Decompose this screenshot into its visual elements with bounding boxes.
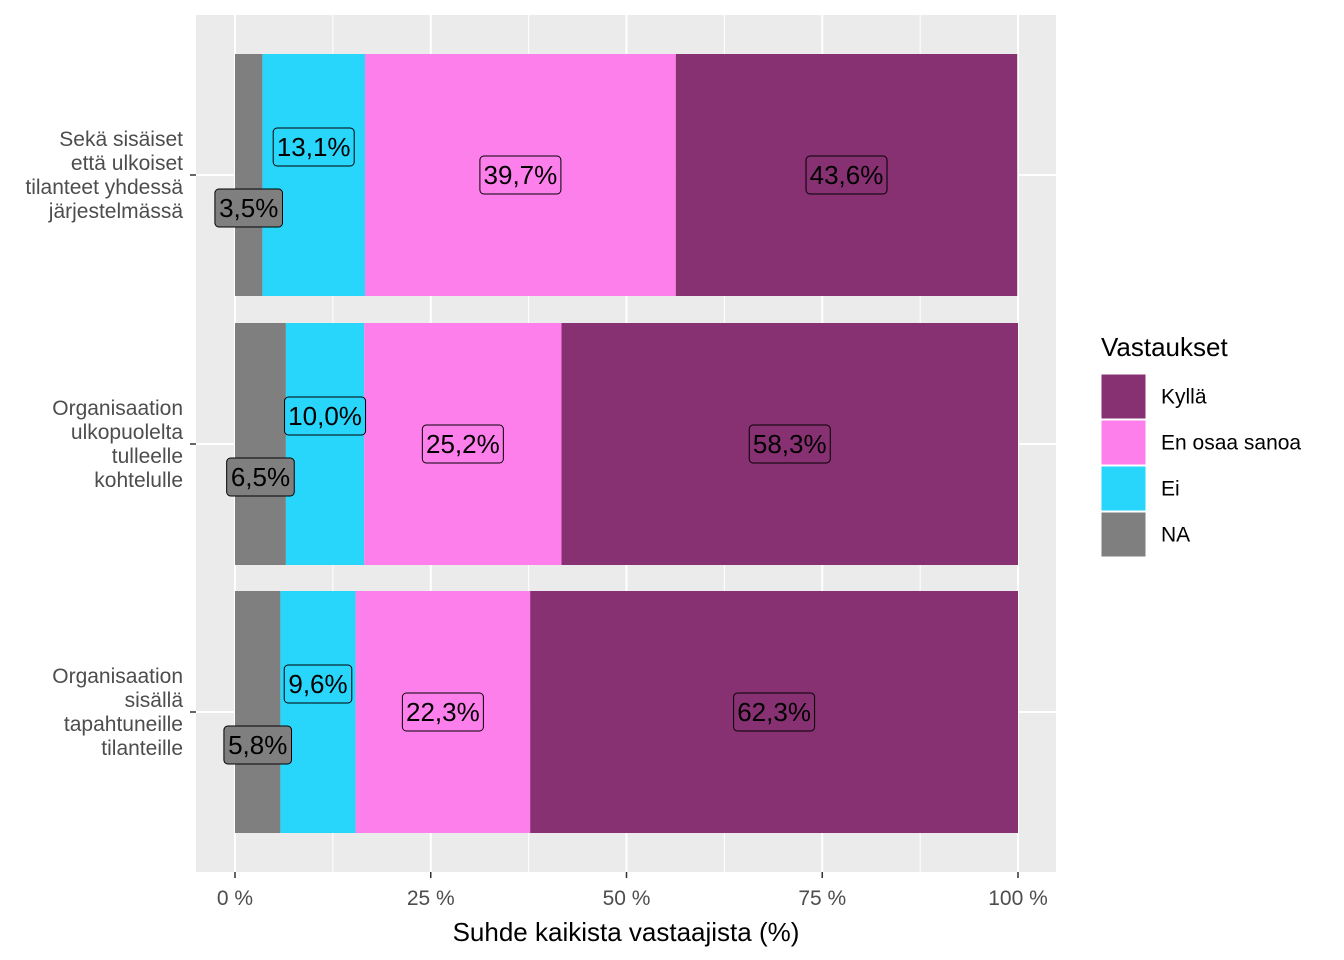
data-label-box	[479, 155, 562, 195]
data-label-box	[733, 692, 816, 732]
legend-label: En osaa sanoa	[1161, 432, 1301, 455]
x-axis-title: Suhde kaikista vastaajista (%)	[453, 917, 800, 947]
legend-label: Kyllä	[1161, 386, 1207, 409]
bar-segment	[262, 54, 365, 296]
x-tick-label: 25 %	[407, 887, 455, 910]
legend-key	[1100, 465, 1147, 512]
data-label-box	[223, 725, 293, 765]
data-label: 5,8%	[228, 730, 287, 760]
data-label: 25,2%	[426, 429, 500, 459]
legend-title: Vastaukset	[1101, 332, 1228, 362]
data-label-box	[214, 188, 284, 228]
data-label: 39,7%	[484, 160, 558, 190]
y-tick-label: Organisaation sisällä tapahtuneille tilante…	[52, 665, 183, 760]
data-label-box	[421, 424, 504, 464]
data-label: 22,3%	[406, 697, 480, 727]
legend-key	[1100, 419, 1147, 466]
x-tick-label: 50 %	[603, 887, 651, 910]
data-label: 6,5%	[231, 462, 290, 492]
legend-label: NA	[1161, 524, 1190, 547]
y-tick-label: Organisaation ulkopuolelta tulleelle kohtel…	[52, 397, 183, 492]
data-label: 10,0%	[288, 401, 362, 431]
bar-segment	[235, 323, 286, 565]
data-label-box	[284, 396, 367, 436]
data-label-box	[805, 155, 888, 195]
legend-key	[1100, 373, 1147, 420]
y-tick-label: Sekä sisäiset että ulkoiset tilanteet yhde…	[25, 128, 183, 223]
data-label: 13,1%	[277, 132, 351, 162]
legend: Vastaukset Kyllä En osaa sanoa Ei NA	[1100, 332, 1301, 558]
bar-segment	[235, 591, 281, 833]
x-tick-label: 100 %	[988, 887, 1048, 910]
data-label-box	[272, 127, 355, 167]
x-axis: 0 % 25 % 50 % 75 % 100 %	[217, 872, 1048, 910]
data-label-box	[226, 457, 295, 497]
bars	[235, 54, 1018, 833]
bar-segment	[280, 591, 356, 833]
data-label: 58,3%	[753, 429, 827, 459]
data-label: 9,6%	[288, 669, 347, 699]
bar-segment	[285, 323, 365, 565]
data-label-box	[748, 424, 831, 464]
x-tick-label: 75 %	[798, 887, 846, 910]
data-label: 3,5%	[219, 193, 278, 223]
data-label: 43,6%	[810, 160, 884, 190]
data-labels: 3,5% 13,1% 39,7% 43,6% 6,5% 10,0% 25,2% 58,3% 5,…	[214, 127, 888, 765]
legend-key	[1100, 511, 1147, 558]
data-label-box	[283, 664, 353, 704]
data-label: 62,3%	[737, 697, 811, 727]
bar-segment	[235, 54, 263, 296]
x-tick-label: 0 %	[217, 887, 253, 910]
legend-label: Ei	[1161, 478, 1180, 501]
data-label-box	[401, 692, 484, 732]
y-axis: Sekä sisäiset että ulkoiset tilanteet yhde…	[25, 128, 196, 760]
